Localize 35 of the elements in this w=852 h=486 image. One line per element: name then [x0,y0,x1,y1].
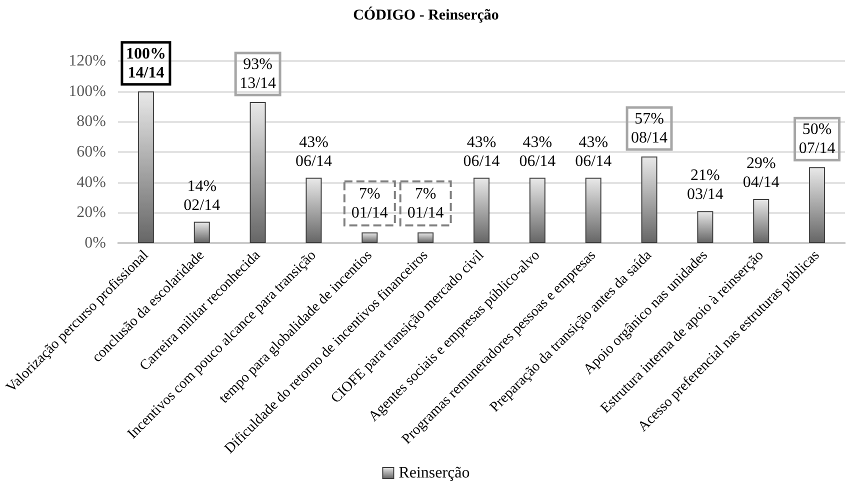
bar [138,91,154,243]
y-tick-label: 80% [76,113,106,130]
bar [418,232,434,243]
y-tick-label: 60% [76,144,106,160]
bar [809,167,826,243]
data-label: 21% 03/14 [686,167,724,204]
data-label: 93% 13/14 [240,56,276,92]
bar [585,178,602,243]
y-tick-label: 20% [76,204,106,222]
data-label: 7% 01/14 [407,185,444,222]
data-label: 43% 06/14 [519,134,556,170]
bar [250,102,266,243]
bar [362,232,378,243]
y-tick-label: 100% [68,82,106,100]
data-label: 50% 07/14 [798,121,836,158]
bar [697,211,714,243]
legend-label: Reinserção [398,464,470,482]
bar [529,178,546,243]
data-label: 57% 08/14 [631,110,668,147]
bar [194,222,210,243]
data-label: 29% 04/14 [742,155,780,192]
data-label: 43% 06/14 [296,134,332,170]
data-label: 43% 06/14 [463,134,500,170]
bar [306,178,322,243]
y-tick-label: 120% [68,52,106,70]
y-tick-label: 40% [76,174,106,191]
data-label: 14% 02/14 [184,178,220,214]
data-label: 43% 06/14 [575,134,612,170]
data-label: 7% 01/14 [351,185,388,222]
data-label: 100% 14/14 [126,45,166,82]
bar [474,178,490,243]
bar [641,156,658,243]
y-tick-label: 0% [84,234,106,252]
chart-title: CÓDIGO - Reinserção [353,6,499,24]
bar [753,199,770,243]
